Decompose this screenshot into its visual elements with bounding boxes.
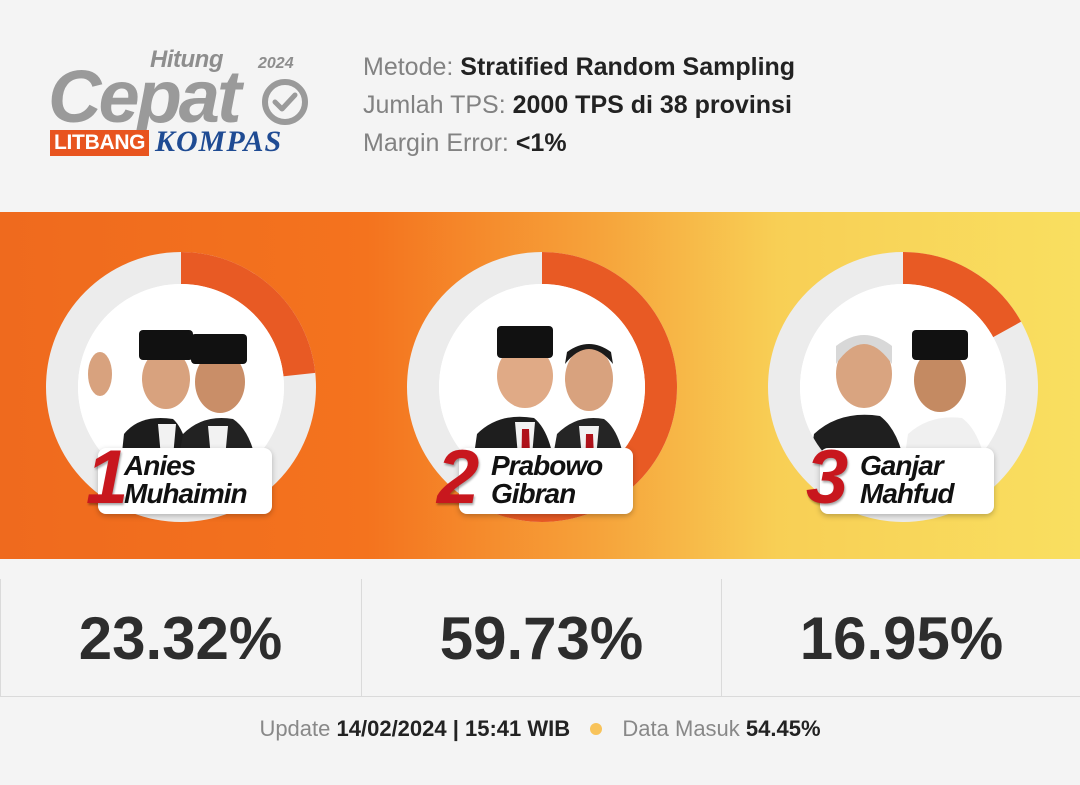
separator-dot-icon	[590, 723, 603, 736]
method-value: Stratified Random Sampling	[460, 53, 796, 81]
tps-label: Jumlah TPS:	[363, 91, 506, 119]
result-cell-1: 23.32%	[1, 579, 360, 697]
candidate-2-name-line1: Prabowo	[491, 450, 603, 481]
candidate-3-name-line2: Mahfud	[860, 478, 955, 509]
donut-share-arc	[46, 252, 316, 522]
candidate-3-nameplate	[820, 448, 994, 514]
header: Hitung 2024 Cepat LITBANG KOMPAS Metode:…	[0, 0, 1080, 212]
candidate-2-name-line2: Gibran	[491, 478, 576, 509]
candidate-1-percentage: 23.32%	[78, 604, 283, 672]
candidate-2-card: 2 Prabowo Gibran	[407, 252, 677, 522]
result-cell-2: 59.73%	[362, 579, 721, 697]
candidate-1-name-line2: Muhaimin	[124, 478, 248, 509]
data-masuk-label: Data Masuk	[622, 716, 740, 741]
tps-value: 2000 TPS di 38 provinsi	[512, 91, 792, 119]
tps-row: Jumlah TPS: 2000 TPS di 38 provinsi	[363, 86, 795, 124]
candidate-3-number: 3	[806, 435, 849, 520]
method-row: Metode: Stratified Random Sampling	[363, 48, 795, 86]
column-divider	[721, 579, 722, 697]
logo-litbang-text: LITBANG	[50, 130, 150, 156]
candidate-3-percentage: 16.95%	[799, 604, 1004, 672]
margin-row: Margin Error: <1%	[363, 124, 795, 162]
candidate-1-number: 1	[86, 435, 129, 520]
donut-share-arc	[768, 252, 1038, 522]
results-row: 23.32% 59.73% 16.95%	[0, 579, 1080, 697]
candidate-1-card: 1 Anies Muhaimin	[46, 252, 316, 522]
candidate-3-name-line1: Ganjar	[860, 450, 944, 481]
method-label: Metode:	[363, 53, 454, 81]
column-divider	[361, 579, 362, 697]
survey-info: Metode: Stratified Random Sampling Jumla…	[363, 48, 795, 162]
margin-value: <1%	[515, 129, 567, 157]
result-cell-3: 16.95%	[722, 579, 1080, 697]
candidates-banner: 1 Anies Muhaimin 2 Pra	[0, 212, 1080, 559]
logo-year-text: 2024	[258, 55, 294, 72]
candidate-1-name-line1: Anies	[124, 450, 196, 481]
update-label: Update	[259, 716, 331, 741]
logo-kompas-text: KOMPAS	[155, 125, 283, 158]
candidate-3-card: 3 Ganjar Mahfud	[768, 252, 1038, 522]
data-masuk-value: 54.45%	[745, 716, 821, 741]
candidate-2-number: 2	[437, 435, 480, 520]
column-divider	[0, 579, 1, 697]
margin-label: Margin Error:	[363, 129, 509, 157]
results-bottom-border	[0, 696, 1080, 697]
candidate-2-nameplate	[459, 448, 633, 514]
logo-hitung-text: Hitung	[150, 46, 223, 73]
update-value: 14/02/2024 | 15:41 WIB	[336, 716, 571, 741]
footer-status: Update 14/02/2024 | 15:41 WIB Data Masuk…	[0, 716, 1080, 742]
checkmark-circle-icon	[262, 79, 308, 125]
candidate-2-percentage: 59.73%	[439, 604, 644, 672]
logo-cepat-text: Cepat	[48, 55, 242, 138]
hitung-cepat-logo: Hitung 2024 Cepat LITBANG KOMPAS	[44, 40, 314, 170]
candidate-1-nameplate	[98, 448, 272, 514]
